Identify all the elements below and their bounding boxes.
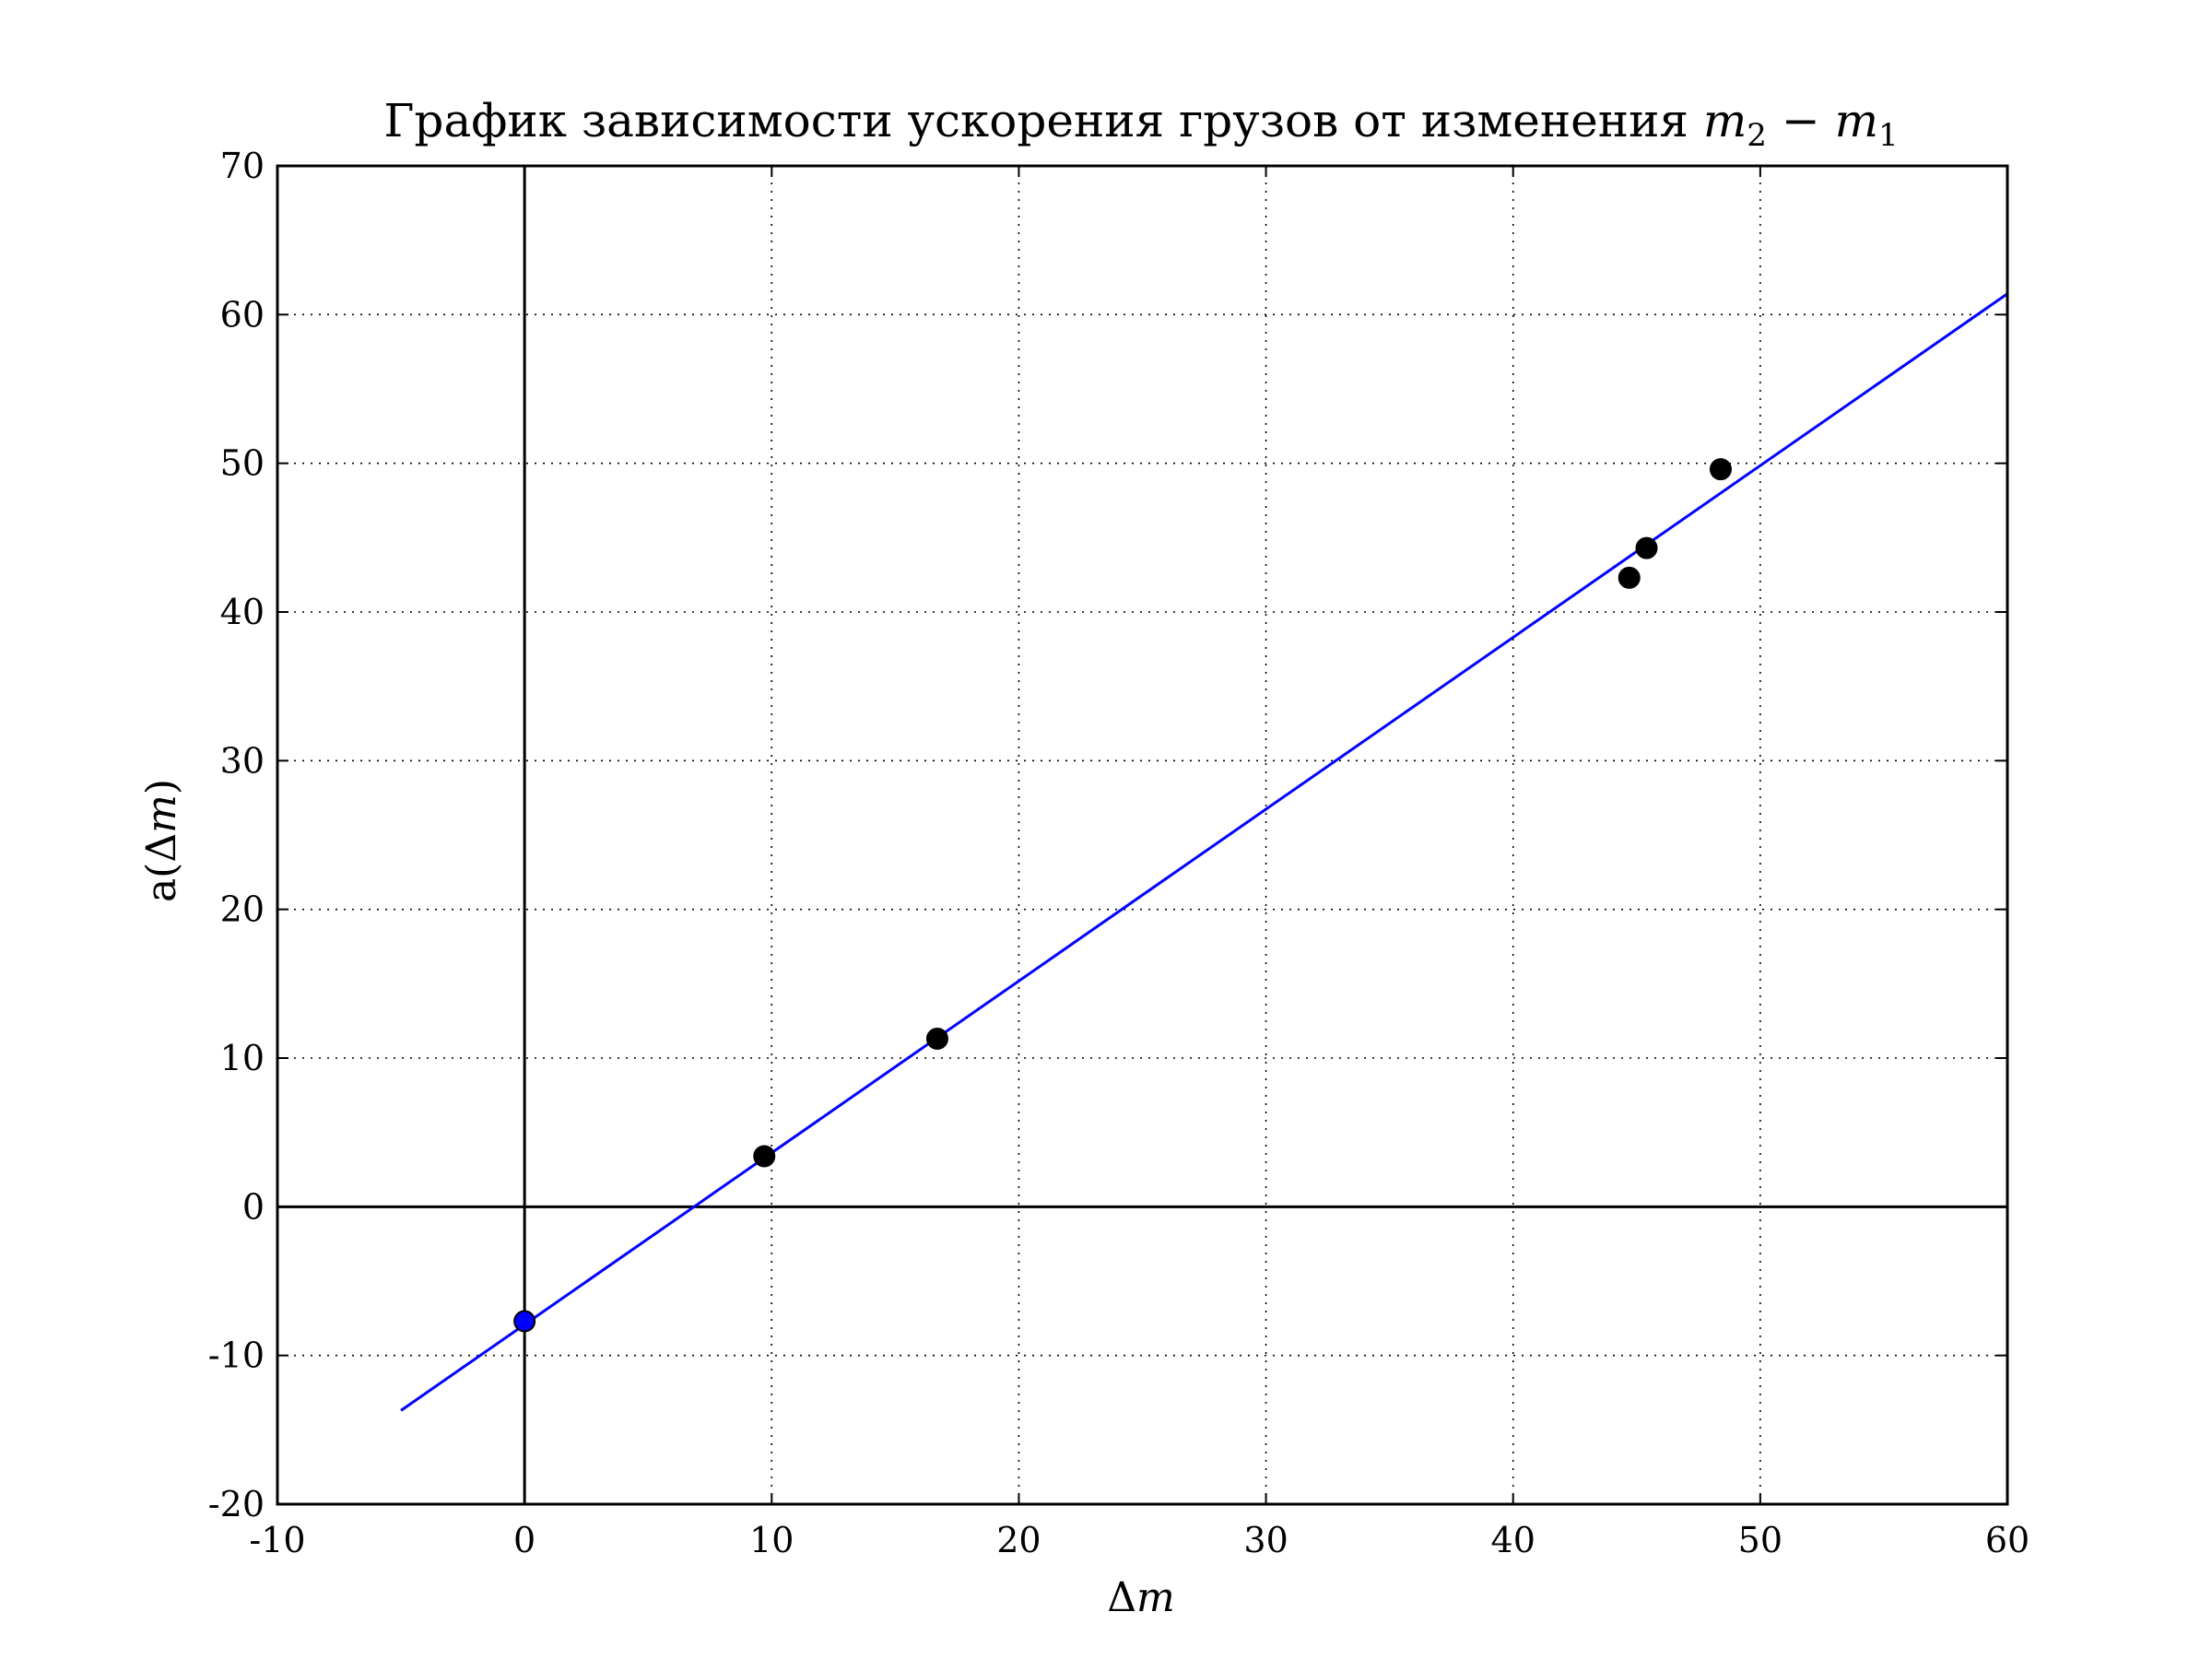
y-tick-label: 20	[220, 889, 265, 930]
x-axis-label: Δm	[1107, 1574, 1175, 1621]
x-tick-label: -10	[249, 1520, 305, 1560]
x-tick-label: 60	[1985, 1520, 2030, 1560]
y-tick-label: 10	[220, 1038, 265, 1078]
reference-lines	[277, 166, 2007, 1504]
plot-frame	[276, 164, 2009, 1506]
data-point	[1618, 566, 1641, 589]
y-tick-label: -10	[208, 1335, 265, 1376]
data-point	[1635, 536, 1658, 559]
x-tick-label: 30	[1243, 1520, 1288, 1560]
y-tick-label: 70	[220, 146, 265, 186]
x-tick-label: 40	[1491, 1520, 1535, 1560]
data-point	[925, 1028, 948, 1051]
data-point	[1709, 458, 1732, 481]
y-tick-label: 40	[220, 592, 265, 632]
grid-lines	[277, 166, 2007, 1504]
fit-line	[400, 292, 2008, 1412]
x-tick-label: 20	[996, 1520, 1041, 1560]
y-tick-label: 0	[242, 1186, 265, 1227]
y-tick-label: 30	[220, 740, 265, 781]
x-tick-label: 0	[513, 1520, 535, 1560]
x-tick-label: 10	[749, 1520, 794, 1560]
data-point	[753, 1145, 776, 1168]
chart-title: График зависимости ускорения грузов от и…	[383, 94, 1898, 154]
y-tick-label: -20	[208, 1484, 265, 1524]
x-tick-label: 50	[1738, 1520, 1783, 1560]
y-tick-label: 50	[220, 443, 265, 484]
y-tick-label: 60	[220, 294, 265, 335]
data-point	[513, 1310, 536, 1333]
series	[400, 292, 2008, 1412]
y-axis-label: a(Δm)	[138, 779, 185, 902]
